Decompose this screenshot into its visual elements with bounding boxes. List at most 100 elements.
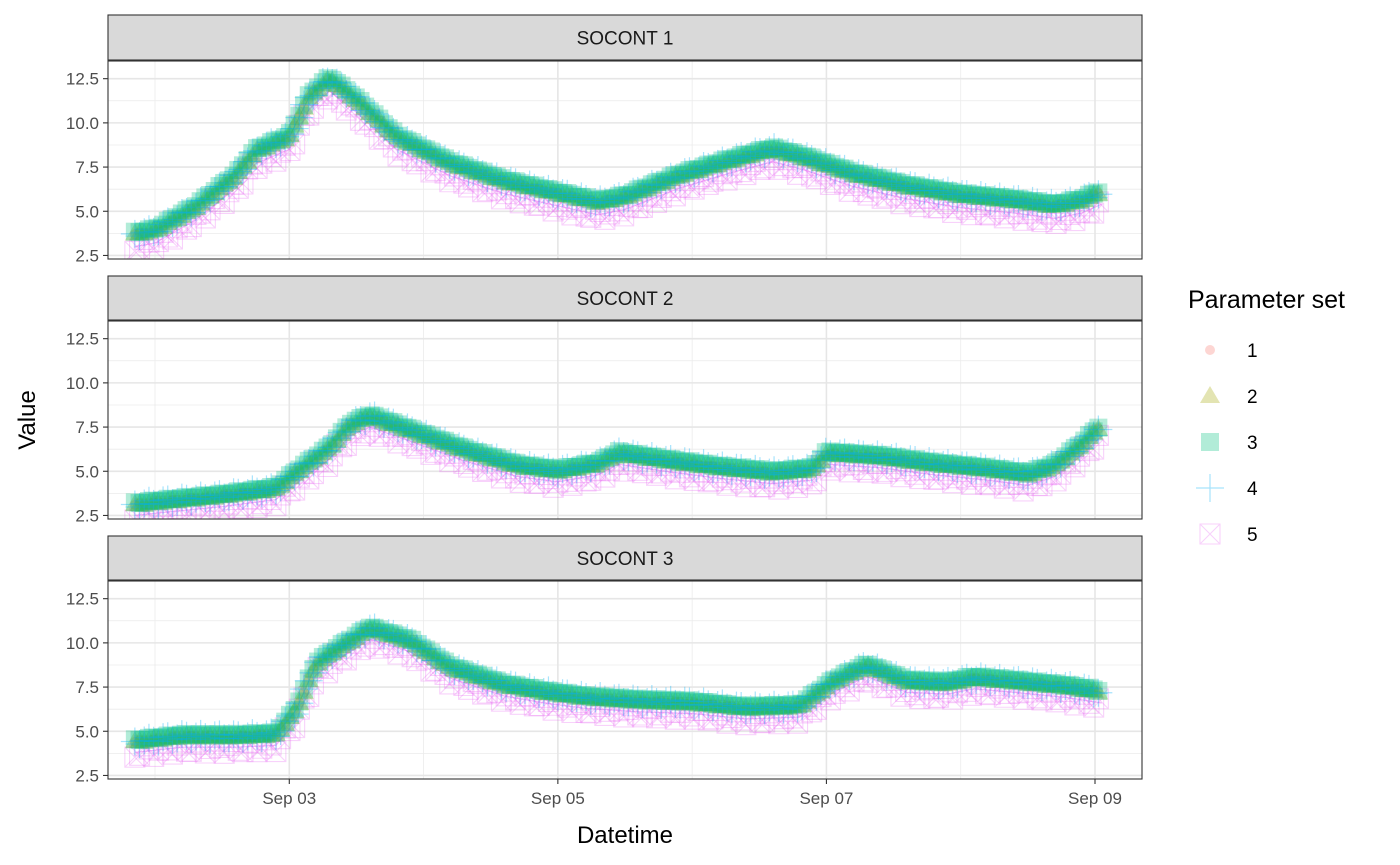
data-point-series-1: [289, 468, 300, 479]
data-point-series-5: [185, 493, 207, 515]
data-point-series-5: [862, 664, 884, 686]
data-point-series-2: [914, 673, 935, 691]
data-point-series-3: [732, 458, 751, 477]
data-point-series-1: [435, 437, 446, 448]
data-point-series-1: [877, 452, 888, 463]
data-point-series-1: [1088, 427, 1099, 438]
data-point-series-4: [750, 696, 779, 725]
data-point-series-2: [1055, 448, 1076, 466]
data-point-series-4: [1065, 676, 1094, 705]
data-point-series-1: [628, 696, 639, 707]
data-point-series-1: [1046, 681, 1057, 692]
data-point-series-2: [961, 667, 982, 685]
data-point-series-2: [632, 446, 653, 464]
data-point-series-2: [533, 460, 554, 478]
data-point-series-1: [665, 698, 676, 709]
data-point-series-1: [416, 643, 427, 654]
data-point-series-5: [599, 459, 621, 481]
data-point-series-1: [910, 457, 921, 468]
data-point-series-1: [764, 702, 775, 713]
data-point-series-5: [951, 674, 973, 696]
data-point-series-2: [834, 666, 855, 684]
data-point-series-5: [815, 683, 837, 706]
data-point-series-5: [307, 656, 329, 679]
data-point-series-2: [294, 682, 315, 700]
data-point-series-4: [1084, 678, 1113, 707]
data-point-series-5: [979, 683, 1001, 706]
data-point-series-2: [477, 446, 498, 464]
data-point-series-3: [887, 172, 906, 191]
data-point-series-1: [778, 466, 789, 477]
data-point-series-2: [914, 453, 935, 471]
data-point-series-2: [966, 458, 987, 476]
data-point-series-3: [633, 446, 652, 465]
data-point-series-3: [398, 131, 417, 150]
data-point-series-3: [661, 167, 680, 186]
data-point-series-5: [218, 734, 240, 756]
data-point-series-2: [787, 460, 808, 478]
data-point-series-4: [694, 690, 723, 719]
data-point-series-5: [848, 171, 870, 193]
data-point-series-2: [999, 190, 1020, 208]
data-point-series-4: [529, 455, 558, 484]
data-point-series-2: [411, 140, 432, 158]
data-point-series-5: [749, 712, 771, 734]
data-point-series-2: [143, 220, 164, 238]
data-point-series-2: [336, 632, 357, 650]
data-point-series-1: [167, 214, 178, 225]
data-point-series-1: [388, 631, 399, 642]
data-point-series-1: [1036, 464, 1047, 475]
data-point-series-2: [228, 483, 249, 501]
data-point-series-2: [1060, 677, 1081, 695]
data-point-series-2: [980, 187, 1001, 205]
data-point-series-2: [449, 661, 470, 679]
data-point-series-5: [617, 453, 639, 475]
data-point-series-4: [1023, 668, 1052, 697]
data-point-series-3: [924, 671, 943, 690]
legend-label-2: 2: [1247, 387, 1258, 408]
data-point-series-3: [257, 724, 276, 743]
data-point-series-2: [308, 653, 329, 671]
data-point-series-1: [158, 734, 169, 745]
data-point-series-5: [434, 443, 456, 465]
data-point-series-1: [181, 207, 192, 218]
data-point-series-3: [468, 161, 487, 180]
data-point-series-4: [680, 691, 709, 720]
data-point-series-3: [1004, 462, 1023, 481]
data-point-series-2: [655, 692, 676, 710]
data-point-series-5: [129, 238, 151, 259]
legend-symbol-5: [1199, 523, 1221, 545]
data-point-series-2: [124, 223, 145, 241]
data-point-series-1: [360, 412, 371, 423]
data-point-series-2: [717, 695, 738, 713]
data-point-series-3: [666, 691, 685, 710]
data-point-series-2: [782, 461, 803, 479]
data-point-series-4: [1023, 188, 1052, 217]
data-point-series-3: [506, 453, 525, 472]
data-point-series-3: [163, 490, 182, 509]
data-point-series-3: [374, 115, 393, 134]
data-point-series-4: [525, 680, 554, 709]
data-point-series-5: [1017, 681, 1039, 703]
data-point-series-4: [510, 454, 539, 483]
data-point-series-1: [863, 660, 874, 671]
data-point-series-1: [895, 179, 906, 190]
data-point-series-2: [355, 621, 376, 639]
data-point-series-2: [768, 461, 789, 479]
data-point-series-1: [176, 211, 187, 222]
data-point-series-4: [228, 155, 257, 184]
data-point-series-1: [1051, 200, 1062, 211]
data-point-series-5: [857, 184, 879, 206]
data-point-series-4: [393, 125, 422, 154]
data-point-series-2: [670, 692, 691, 710]
data-point-series-4: [802, 150, 831, 179]
data-point-series-5: [866, 666, 889, 688]
data-point-series-3: [1079, 425, 1098, 444]
data-point-series-3: [497, 171, 516, 190]
legend-symbol-1: [1205, 345, 1215, 355]
data-point-series-2: [547, 183, 568, 201]
data-point-series-1: [331, 435, 342, 446]
data-point-series-1: [308, 664, 319, 675]
data-point-series-4: [308, 642, 337, 671]
data-point-series-1: [181, 731, 192, 742]
